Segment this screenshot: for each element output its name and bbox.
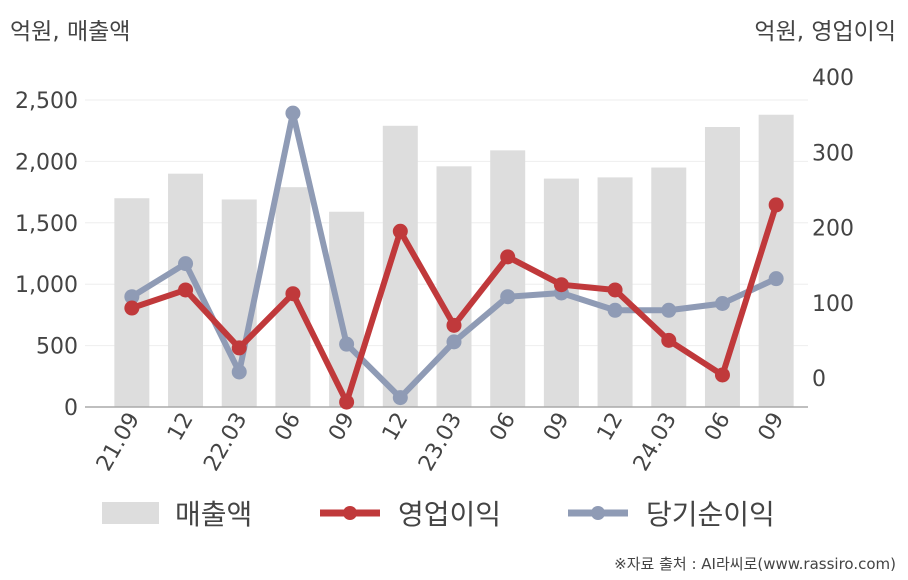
x-tick-label: 06 bbox=[270, 409, 306, 446]
legend-label-net-income: 당기순이익 bbox=[646, 498, 775, 531]
legend-swatch-revenue bbox=[102, 502, 159, 524]
legend-item-net-income: 당기순이익 bbox=[566, 493, 775, 533]
point-operating-profit bbox=[661, 332, 677, 348]
right-tick-label: 200 bbox=[812, 217, 854, 242]
x-tick-label: 24.03 bbox=[629, 409, 682, 476]
point-net-income bbox=[178, 256, 194, 272]
x-tick-label: 12 bbox=[378, 409, 414, 446]
legend: 매출액 영업이익 당기순이익 bbox=[0, 493, 908, 533]
bar-revenue bbox=[436, 166, 472, 407]
point-operating-profit bbox=[231, 340, 247, 356]
point-net-income bbox=[500, 289, 516, 305]
point-operating-profit bbox=[446, 317, 462, 333]
legend-item-operating-profit: 영업이익 bbox=[318, 493, 501, 533]
legend-label-operating-profit: 영업이익 bbox=[398, 498, 502, 531]
point-net-income bbox=[661, 302, 677, 318]
point-operating-profit bbox=[178, 282, 194, 298]
x-tick-label: 23.03 bbox=[414, 409, 467, 476]
point-operating-profit bbox=[553, 277, 569, 293]
legend-label-revenue: 매출액 bbox=[175, 498, 253, 531]
point-operating-profit bbox=[714, 367, 730, 383]
legend-item-revenue: 매출액 bbox=[102, 493, 252, 533]
point-net-income bbox=[392, 390, 408, 406]
x-tick-label: 09 bbox=[539, 409, 575, 446]
bar-revenue bbox=[758, 114, 794, 408]
point-operating-profit bbox=[124, 300, 140, 316]
x-tick-label: 06 bbox=[700, 409, 736, 446]
bar-revenue bbox=[490, 150, 526, 407]
x-tick-label: 21.09 bbox=[92, 409, 145, 476]
left-tick-label: 500 bbox=[36, 335, 78, 360]
point-operating-profit bbox=[392, 223, 408, 239]
legend-swatch-net-income bbox=[568, 506, 628, 520]
point-net-income bbox=[339, 336, 355, 352]
right-tick-label: 100 bbox=[812, 292, 854, 317]
point-net-income bbox=[446, 334, 462, 350]
left-tick-label: 1,500 bbox=[15, 212, 78, 237]
point-net-income bbox=[285, 105, 301, 121]
bar-revenue bbox=[651, 167, 687, 407]
point-net-income bbox=[231, 364, 247, 380]
right-tick-label: 300 bbox=[812, 141, 854, 166]
point-operating-profit bbox=[285, 286, 301, 302]
right-axis-unit: 억원, 영업이익 bbox=[754, 19, 896, 45]
x-tick-label: 22.03 bbox=[199, 409, 252, 476]
source-note: ※자료 출처 : AI라씨로(www.rassiro.com) bbox=[614, 555, 896, 573]
point-operating-profit bbox=[768, 197, 784, 213]
x-tick-label: 06 bbox=[485, 409, 521, 446]
point-net-income bbox=[768, 271, 784, 287]
left-axis-unit: 억원, 매출액 bbox=[10, 19, 131, 45]
right-tick-label: 400 bbox=[812, 66, 854, 91]
point-net-income bbox=[124, 289, 140, 305]
point-operating-profit bbox=[339, 394, 355, 410]
x-tick-label: 12 bbox=[593, 409, 629, 446]
point-net-income bbox=[607, 302, 623, 318]
x-tick-label: 09 bbox=[324, 409, 360, 446]
left-tick-label: 1,000 bbox=[15, 273, 78, 298]
point-net-income bbox=[714, 296, 730, 312]
x-tick-label: 09 bbox=[754, 409, 790, 446]
right-tick-label: 0 bbox=[812, 367, 826, 392]
point-operating-profit bbox=[500, 249, 516, 265]
legend-swatch-operating-profit bbox=[320, 506, 380, 520]
point-operating-profit bbox=[607, 282, 623, 298]
x-tick-label: 12 bbox=[163, 409, 199, 446]
bar-revenue bbox=[704, 127, 740, 408]
left-tick-label: 2,500 bbox=[15, 89, 78, 114]
combo-chart: 0 500 1,000 1,500 2,000 2,500 0 100 200 300 400 21.… bbox=[15, 66, 854, 476]
left-tick-label: 2,000 bbox=[15, 150, 78, 175]
left-tick-label: 0 bbox=[64, 396, 78, 421]
